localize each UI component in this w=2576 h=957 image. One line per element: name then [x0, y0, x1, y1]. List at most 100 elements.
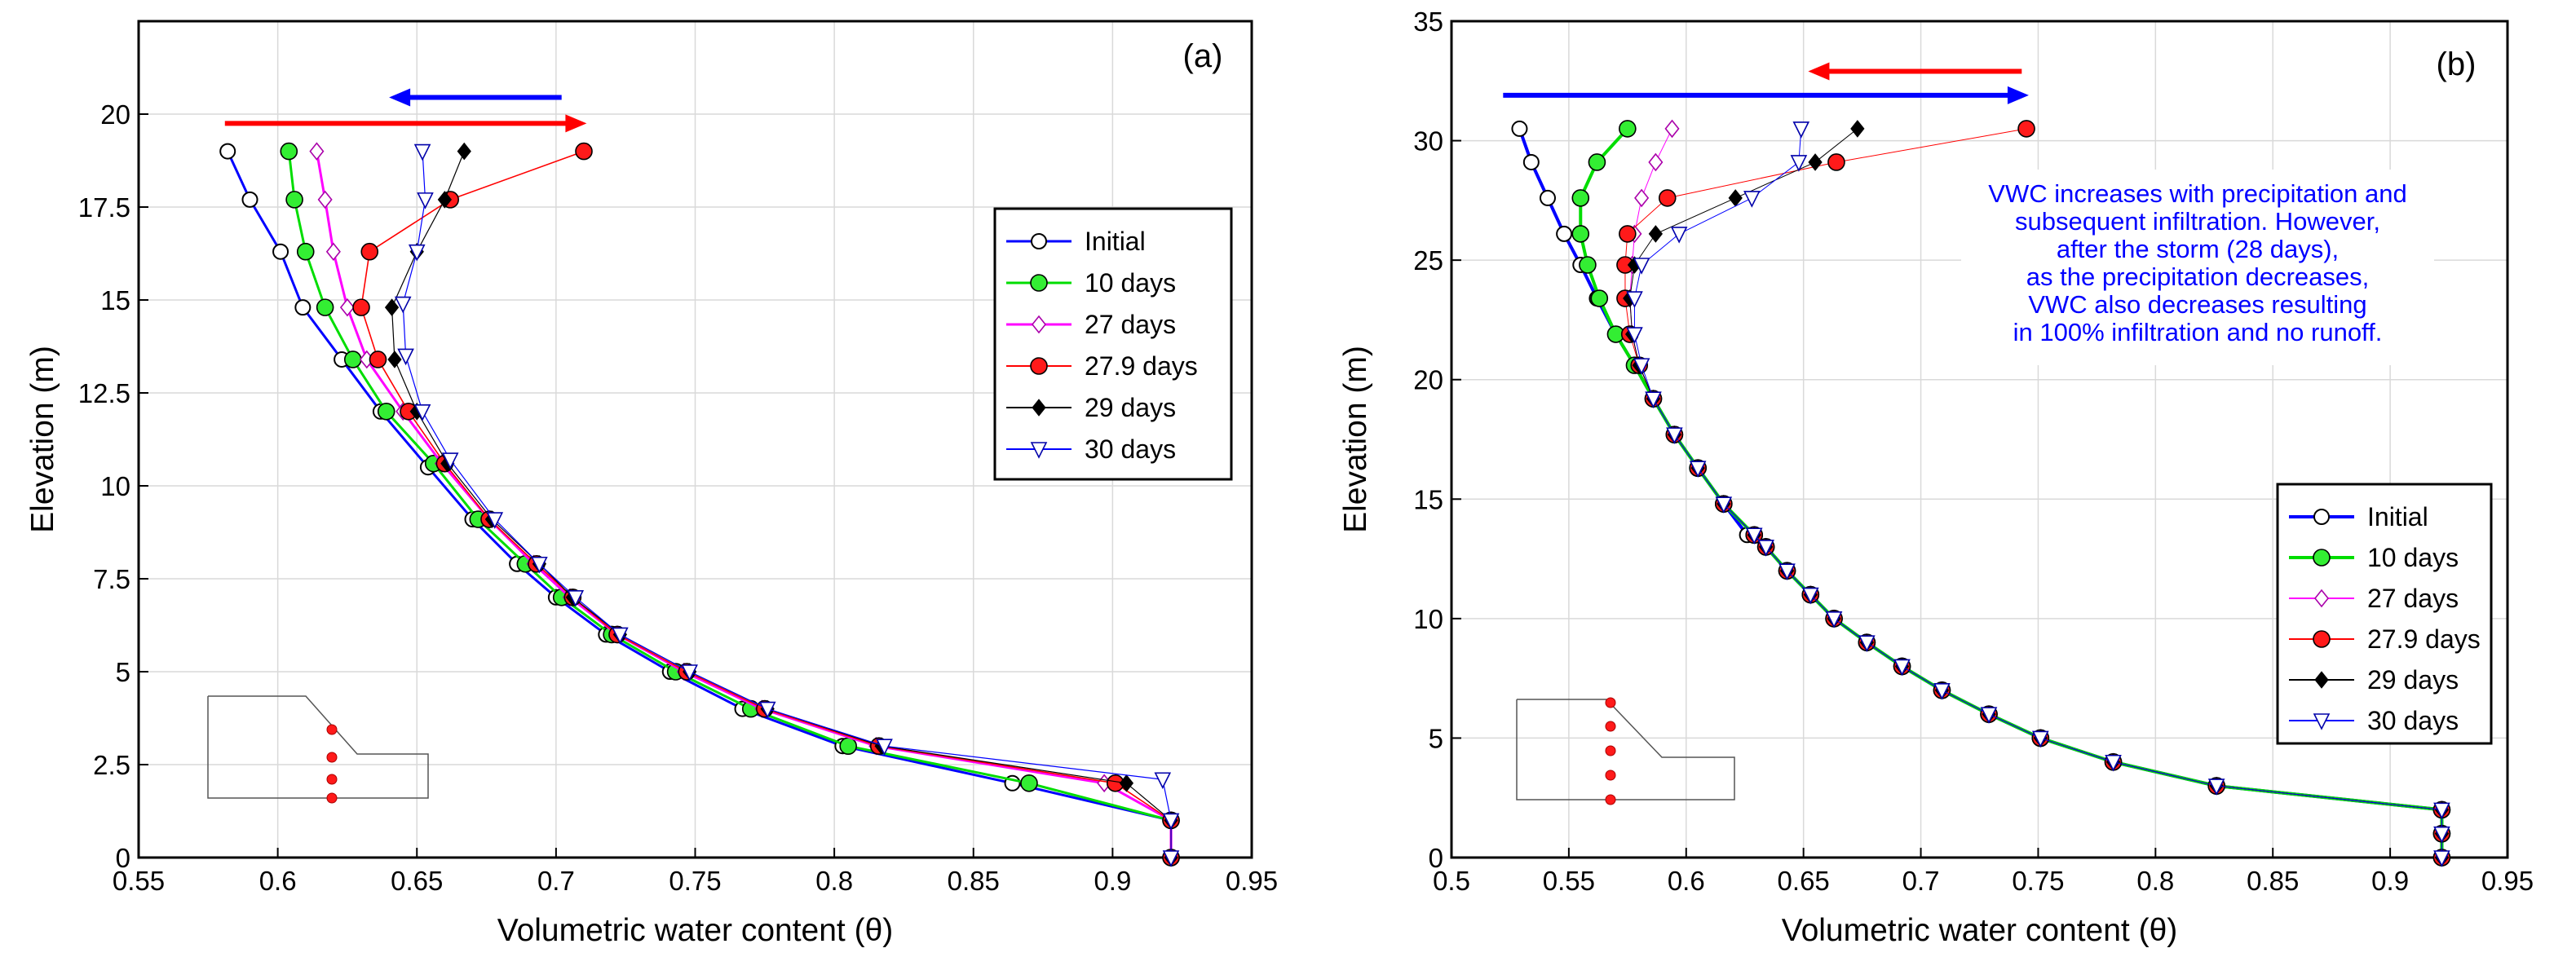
data-point [1658, 189, 1677, 207]
legend-label: 27 days [2367, 584, 2459, 613]
data-point [1893, 659, 1911, 677]
annotation-line: after the storm (28 days), [2057, 235, 2339, 263]
chart-a: 0.55 0.6 0.65 0.7 0.75 0.8 0.85 0.9 0.95 0 2.5 5 7.5… [25, 20, 1278, 948]
data-point [285, 191, 303, 209]
data-point [1757, 540, 1774, 557]
data-point [316, 298, 334, 316]
x-tick-label: 0.75 [2012, 866, 2064, 896]
y-tick-label: 15 [1413, 484, 1443, 514]
y-tick-label: 25 [1413, 245, 1443, 276]
x-tick-label: 0.75 [669, 866, 721, 896]
x-tick-label: 0.65 [1778, 866, 1830, 896]
legend-label: 27.9 days [1085, 351, 1198, 381]
x-tick-label: 0.65 [391, 866, 443, 896]
data-point [1790, 155, 1808, 172]
data-point [1162, 850, 1180, 867]
data-point [1556, 225, 1573, 242]
legend-swatch-marker [1031, 315, 1047, 334]
data-point [1980, 707, 1998, 724]
legend-box [993, 207, 1233, 481]
data-point [1522, 153, 1540, 170]
x-axis-title: Volumetric water content (θ) [1782, 913, 2178, 948]
data-point [309, 142, 325, 161]
inset-sensor-point [326, 774, 338, 785]
x-tick-label: 0.85 [2247, 866, 2299, 896]
inset-sensor-point [326, 792, 338, 804]
x-tick-label: 0.6 [259, 866, 297, 896]
x-tick-label: 0.85 [948, 866, 1000, 896]
legend-label: Initial [1085, 227, 1146, 256]
inset-a [207, 695, 429, 804]
y-tick-label: 12.5 [78, 378, 130, 408]
data-point [1743, 191, 1761, 208]
data-point [457, 142, 471, 161]
x-tick-label: 0.8 [2136, 866, 2174, 896]
data-point [1670, 227, 1688, 244]
trend-arrow-head [565, 114, 587, 133]
data-point [1664, 119, 1680, 139]
annotation: VWC increases with precipitation andsubs… [1961, 170, 2434, 365]
legend-label: 29 days [2367, 665, 2459, 695]
data-point [280, 142, 298, 161]
x-tick-label: 0.55 [113, 866, 165, 896]
trend-arrow-head [2007, 86, 2029, 104]
x-axis-title: Volumetric water content (θ) [497, 913, 894, 948]
inset-sensor-point [1605, 770, 1616, 781]
data-point [1802, 587, 1819, 605]
data-point [2433, 826, 2450, 844]
data-point [1666, 427, 1683, 444]
data-point [441, 452, 459, 470]
data-point [1619, 225, 1637, 243]
data-point [531, 556, 548, 574]
data-point [1792, 121, 1810, 139]
legend-label: Initial [2367, 502, 2428, 531]
x-tick-label: 0.9 [1094, 866, 1131, 896]
x-tick-label: 0.7 [1902, 866, 1940, 896]
legend-label: 30 days [2367, 706, 2459, 735]
y-tick-label: 0 [116, 843, 130, 873]
data-point [408, 244, 426, 262]
data-point [1633, 258, 1650, 275]
y-tick-label: 5 [116, 657, 130, 687]
data-point [1689, 461, 1707, 478]
data-point [1778, 563, 1796, 581]
x-tick-label: 0.7 [537, 866, 575, 896]
y-axis-title: Elevation (m) [1338, 346, 1373, 533]
data-point [1579, 256, 1597, 274]
data-point [1162, 813, 1180, 831]
y-axis-title: Elevation (m) [25, 346, 60, 533]
annotation-line: in 100% infiltration and no runoff. [2013, 318, 2383, 346]
data-point [294, 299, 312, 316]
trend-arrow-head [389, 88, 411, 107]
data-point [1020, 774, 1038, 792]
series-30-days [394, 143, 1180, 867]
data-point [360, 242, 379, 261]
legend-swatch-marker [2313, 589, 2330, 608]
legend-label: 29 days [1085, 393, 1176, 422]
inset-slope-outline [1516, 699, 1735, 800]
data-point [1634, 188, 1650, 208]
inset-sensor-point [1605, 721, 1616, 732]
data-point [2207, 778, 2225, 796]
data-point [387, 351, 402, 368]
data-point [1154, 772, 1172, 790]
data-point [2433, 850, 2450, 867]
data-point [339, 298, 355, 317]
data-point [486, 512, 504, 529]
inset-sensor-point [1605, 794, 1616, 805]
legend-label: 27.9 days [2367, 624, 2481, 654]
data-point [1827, 153, 1845, 171]
legend-label: 27 days [1085, 310, 1176, 339]
data-point [219, 143, 236, 160]
data-point [317, 190, 333, 209]
x-tick-label: 0.95 [1226, 866, 1278, 896]
annotation-line: VWC increases with precipitation and [1988, 179, 2406, 208]
data-point [1850, 120, 1865, 138]
legend-swatch-marker [2313, 630, 2331, 648]
x-tick-label: 0.8 [815, 866, 853, 896]
data-point [296, 242, 315, 261]
data-point [2017, 120, 2035, 138]
inset-sensor-point [326, 752, 338, 763]
data-point [413, 404, 431, 421]
inset-slope-outline [207, 695, 429, 799]
